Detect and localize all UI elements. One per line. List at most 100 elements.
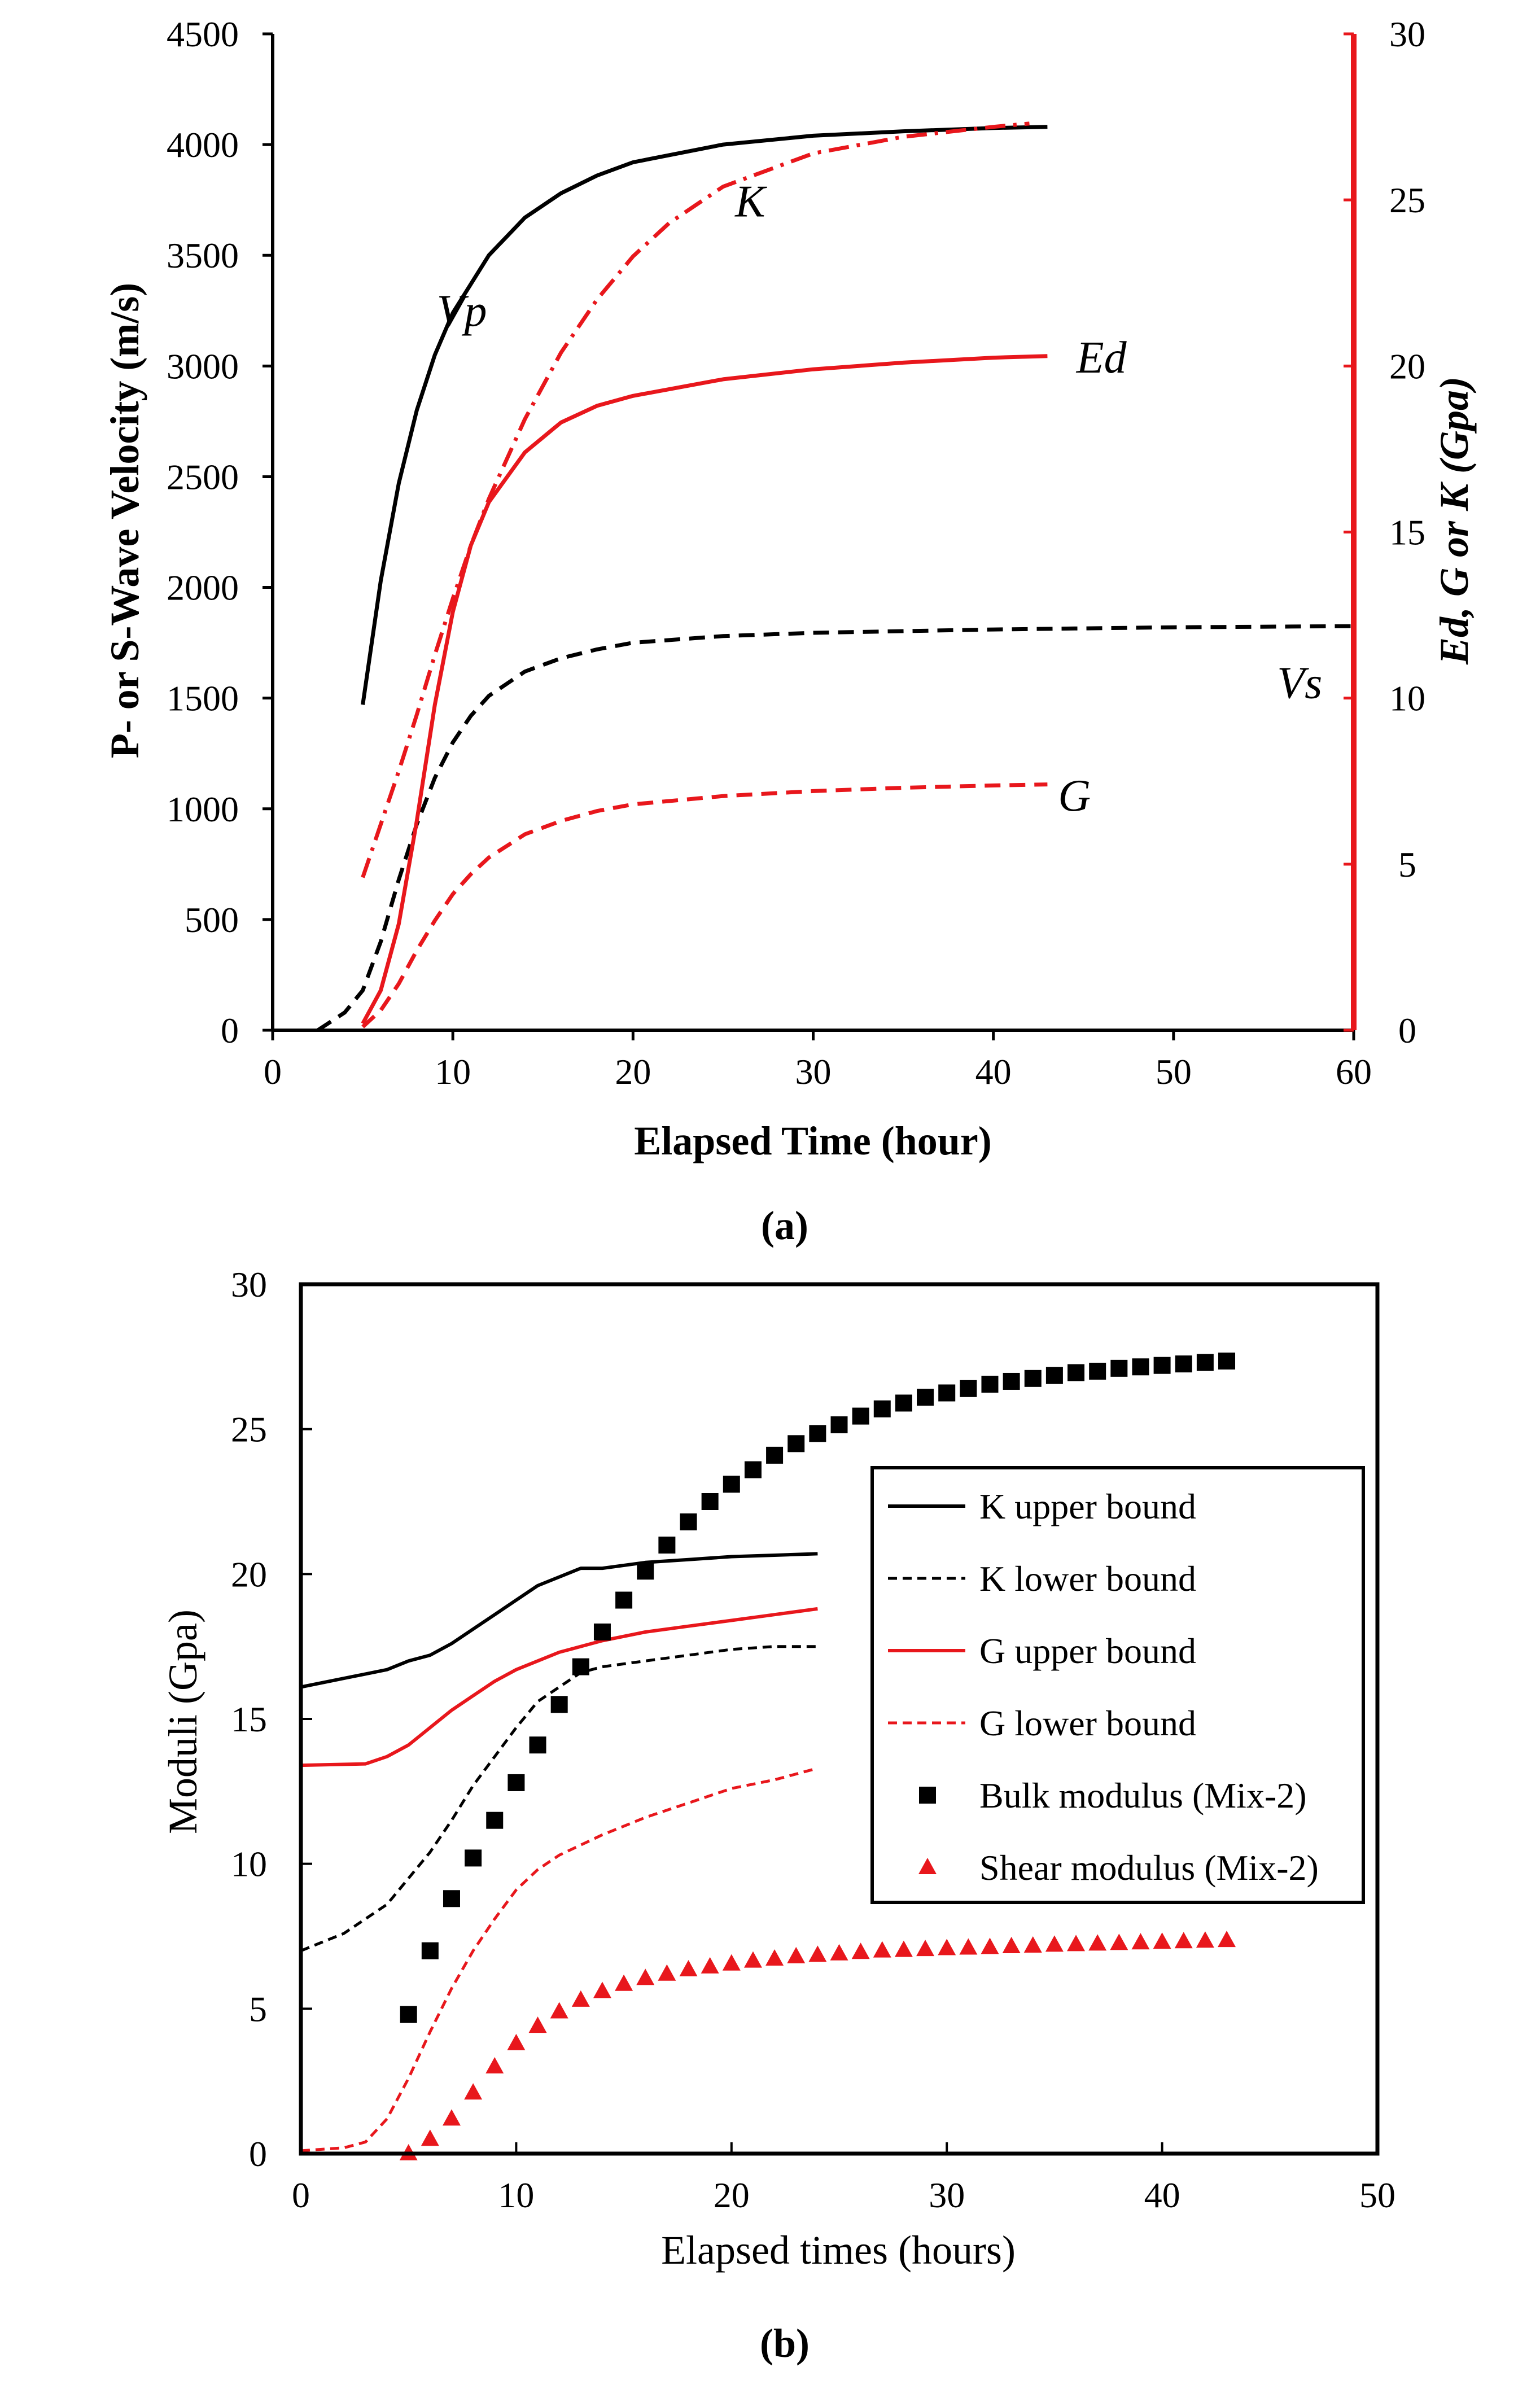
panel-a-label: (a) [761, 1203, 808, 1248]
panel-b-point-bulk-modulus-mix-2 [723, 1476, 740, 1493]
panel-a-series-vp [361, 125, 1048, 705]
panel-a-y-tick-label: 500 [185, 900, 239, 940]
panel-b-point-bulk-modulus-mix-2 [809, 1425, 826, 1442]
panel-b-y-tick-label: 30 [231, 1264, 267, 1305]
panel-b-point-bulk-modulus-mix-2 [680, 1513, 697, 1530]
panel-b-point-bulk-modulus-mix-2 [508, 1774, 525, 1791]
panel-a-y-tick-label: 3500 [167, 235, 239, 275]
panel-b-y-tick-label: 15 [231, 1699, 267, 1739]
panel-b-point-bulk-modulus-mix-2 [701, 1493, 719, 1510]
panel-b-series-k-upper-bound [300, 1552, 818, 1689]
panel-b-point-bulk-modulus-mix-2 [658, 1537, 676, 1554]
panel-a-curve-label-ed: Ed [1076, 333, 1127, 383]
panel-b-point-bulk-modulus-mix-2 [1003, 1372, 1020, 1390]
panel-a-y-tick-label: 0 [221, 1010, 239, 1051]
panel-a-x-tick-label: 30 [795, 1052, 832, 1092]
panel-b-point-shear-modulus-mix-2 [873, 1941, 891, 1958]
panel-b-y-tick-label: 25 [231, 1410, 267, 1450]
panel-b-point-bulk-modulus-mix-2 [400, 2006, 417, 2023]
panel-b-y-tick-label: 5 [249, 1989, 267, 2029]
panel-b-point-shear-modulus-mix-2 [1067, 1935, 1086, 1952]
panel-a-y2-tick-label: 25 [1389, 180, 1425, 220]
panel-b-point-shear-modulus-mix-2 [571, 1990, 590, 2007]
panel-b-point-shear-modulus-mix-2 [593, 1981, 611, 1998]
panel-b-point-shear-modulus-mix-2 [615, 1974, 633, 1991]
panel-b-point-shear-modulus-mix-2 [464, 2083, 483, 2100]
panel-a-x-tick-label: 20 [615, 1052, 651, 1092]
panel-b-point-bulk-modulus-mix-2 [593, 1624, 611, 1640]
panel-a-x-axis-title: Elapsed Time (hour) [634, 1118, 991, 1163]
panel-a-series-k [361, 121, 1030, 878]
panel-b-point-bulk-modulus-mix-2 [1175, 1355, 1192, 1373]
panel-b-point-shear-modulus-mix-2 [1045, 1935, 1064, 1952]
panel-b-point-bulk-modulus-mix-2 [1196, 1354, 1214, 1371]
panel-b-point-shear-modulus-mix-2 [1088, 1934, 1107, 1951]
panel-b-x-tick-label: 50 [1359, 2175, 1395, 2215]
panel-b-x-tick-label: 30 [929, 2175, 965, 2215]
panel-b-point-bulk-modulus-mix-2 [1132, 1358, 1149, 1376]
panel-a-y-tick-label: 2000 [167, 568, 239, 608]
panel-b-x-tick-label: 0 [292, 2175, 310, 2215]
panel-b-point-bulk-modulus-mix-2 [895, 1394, 912, 1412]
panel-b-legend-swatch-bulk-modulus-mix-2 [919, 1787, 936, 1804]
panel-b-point-shear-modulus-mix-2 [528, 2016, 547, 2033]
panel-b-point-bulk-modulus-mix-2 [1110, 1359, 1128, 1377]
panel-b-legend-box [870, 1466, 1365, 1904]
panel-a-y2-tick-label: 20 [1389, 346, 1425, 386]
panel-a-y-tick-label: 1000 [167, 789, 239, 829]
panel-a-x-tick-label: 40 [975, 1052, 1012, 1092]
panel-a-series-vs [316, 624, 1354, 1032]
panel-a-y2-tick-label: 0 [1398, 1010, 1416, 1051]
panel-b-point-shear-modulus-mix-2 [679, 1960, 698, 1977]
panel-b-point-shear-modulus-mix-2 [1153, 1932, 1171, 1949]
panel-a-y-axis-title: P- or S-Wave Velocity (m/s) [102, 283, 147, 759]
panel-a-x-tick-label: 60 [1336, 1052, 1372, 1092]
panel-b-point-bulk-modulus-mix-2 [1153, 1357, 1171, 1374]
panel-a-y-tick-label: 4000 [167, 125, 239, 165]
panel-b-x-tick-label: 20 [714, 2175, 750, 2215]
panel-b-point-shear-modulus-mix-2 [981, 1937, 999, 1954]
panel-b-point-bulk-modulus-mix-2 [1068, 1364, 1085, 1381]
panel-a-curve-label-vp: Vp [437, 287, 487, 336]
panel-b-label: (b) [760, 2321, 810, 2366]
panel-b-legend-label-shear-modulus-mix-2: Shear modulus (Mix-2) [979, 1848, 1319, 1888]
panel-b-point-shear-modulus-mix-2 [959, 1938, 978, 1955]
panel-b-point-bulk-modulus-mix-2 [981, 1376, 999, 1393]
panel-b-point-bulk-modulus-mix-2 [1218, 1353, 1236, 1370]
panel-b-point-shear-modulus-mix-2 [1196, 1931, 1214, 1948]
panel-b-legend-label-k-lower-bound: K lower bound [979, 1559, 1196, 1599]
panel-b-point-shear-modulus-mix-2 [851, 1942, 870, 1959]
panel-b-x-axis-title: Elapsed times (hours) [661, 2228, 1016, 2273]
panel-b-x-tick-label: 40 [1144, 2175, 1180, 2215]
panel-b-point-bulk-modulus-mix-2 [637, 1563, 654, 1580]
panel-b-point-bulk-modulus-mix-2 [1089, 1363, 1106, 1380]
panel-b-point-shear-modulus-mix-2 [787, 1946, 806, 1963]
panel-b-point-shear-modulus-mix-2 [1218, 1931, 1236, 1948]
panel-b-series-k-lower-bound [300, 1645, 818, 1953]
panel-b-point-bulk-modulus-mix-2 [852, 1407, 869, 1425]
panel-b-y-tick-label: 10 [231, 1844, 267, 1884]
panel-a-y-tick-label: 3000 [167, 346, 239, 386]
panel-a-y-tick-label: 4500 [167, 14, 239, 54]
panel-b-point-bulk-modulus-mix-2 [550, 1696, 568, 1713]
panel-b-chart: 0 10 20 30 40 50 0 5 10 15 20 25 30 K upper bound K … [160, 1264, 1395, 2366]
panel-b-point-bulk-modulus-mix-2 [615, 1591, 633, 1609]
panel-b-point-bulk-modulus-mix-2 [788, 1435, 805, 1452]
panel-b-y-axis-title: Moduli (Gpa) [160, 1609, 205, 1834]
panel-b-series-g-upper-bound [300, 1607, 818, 1767]
panel-b-point-shear-modulus-mix-2 [550, 2002, 568, 2019]
panel-b-legend-label-g-lower-bound: G lower bound [979, 1703, 1196, 1743]
panel-b-point-shear-modulus-mix-2 [421, 2129, 439, 2146]
panel-a-x-tick-label: 10 [435, 1052, 471, 1092]
panel-b-point-shear-modulus-mix-2 [916, 1940, 935, 1957]
panel-a-curve-label-k: K [734, 177, 767, 227]
panel-b-point-bulk-modulus-mix-2 [486, 1812, 504, 1829]
panel-b-point-shear-modulus-mix-2 [507, 2033, 526, 2050]
panel-b-legend-swatch-shear-modulus-mix-2 [918, 1858, 937, 1874]
panel-b-point-shear-modulus-mix-2 [938, 1939, 956, 1955]
panel-b-y-tick-label: 20 [231, 1554, 267, 1594]
panel-a-y-tick-label: 1500 [167, 679, 239, 719]
panel-a-series-g [361, 782, 1048, 1029]
panel-b-y-tick-label: 0 [249, 2134, 267, 2174]
panel-a-x-tick-label: 0 [264, 1052, 282, 1092]
